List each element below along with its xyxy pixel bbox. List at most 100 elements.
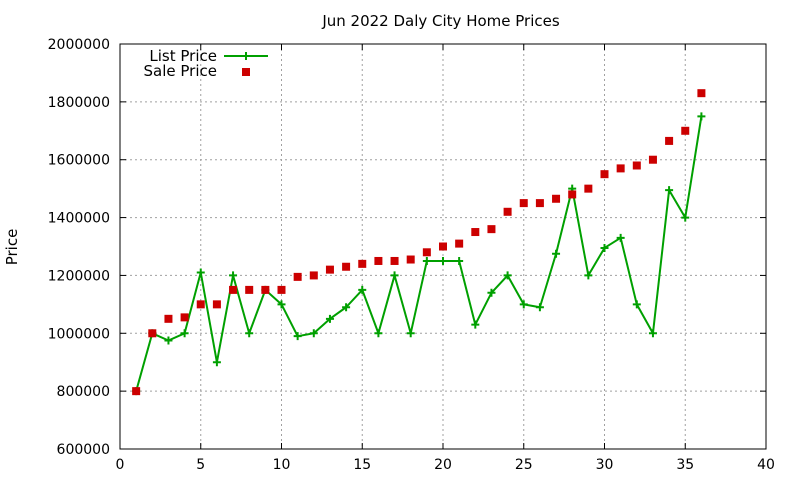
chart-title: Jun 2022 Daly City Home Prices	[321, 12, 560, 30]
list-price-point	[648, 329, 657, 338]
list-price-point	[164, 336, 173, 345]
y-axis-label: Price	[3, 229, 21, 266]
sale-price-point	[358, 259, 367, 268]
sale-price-point	[261, 285, 270, 294]
list-price-point	[503, 271, 512, 280]
tick-labels: 0 5 10 15 20 25 30 35 40 600000 800000 1000000 12000…	[48, 37, 775, 473]
list-price-point	[229, 271, 238, 280]
list-price-point	[406, 329, 415, 338]
list-price-point	[342, 303, 351, 312]
sale-price-point	[309, 271, 318, 280]
list-price-point	[212, 358, 221, 367]
list-price-point	[535, 303, 544, 312]
list-price-point	[584, 271, 593, 280]
list-price-line	[135, 116, 703, 392]
sale-price-point	[390, 256, 399, 265]
sale-price-point	[293, 272, 302, 281]
list-price-point	[325, 314, 334, 323]
list-price-point	[439, 256, 447, 265]
y-tick-label: 1200000	[48, 268, 110, 284]
x-tick-label: 40	[757, 457, 775, 473]
list-price-point	[293, 332, 302, 341]
list-price-point	[519, 300, 528, 309]
y-tick-label: 1400000	[48, 211, 110, 227]
x-tick-label: 0	[116, 457, 125, 473]
sale-price-point	[648, 155, 657, 164]
list-price-point	[681, 213, 690, 222]
sale-price-point	[342, 262, 351, 271]
legend-cross-list-price	[242, 52, 250, 60]
legend-label-list-price: List Price	[149, 47, 217, 65]
sale-price-point	[471, 228, 480, 237]
ticks	[119, 43, 767, 450]
sale-price-point	[584, 184, 593, 193]
y-tick-label: 1800000	[48, 95, 110, 111]
x-tick-label: 20	[434, 457, 452, 473]
y-tick-label: 800000	[57, 384, 110, 400]
list-price-point	[422, 256, 431, 265]
list-price-point	[390, 271, 399, 280]
list-price-point	[600, 243, 609, 252]
list-price-point	[487, 288, 496, 297]
sale-price-point	[229, 285, 238, 294]
list-price-point	[374, 329, 383, 338]
legend: List Price Sale Price	[144, 47, 268, 80]
sale-price-point	[164, 314, 173, 323]
series-sale-price	[132, 89, 706, 396]
sale-price-point	[681, 126, 690, 135]
sale-price-point	[665, 136, 674, 145]
list-price-point	[277, 300, 286, 309]
sale-price-point	[406, 255, 415, 264]
list-price-point	[616, 233, 625, 242]
list-price-point	[697, 112, 706, 121]
sale-price-point	[535, 199, 544, 208]
y-tick-label: 1600000	[48, 153, 110, 169]
x-tick-label: 35	[676, 457, 694, 473]
sale-price-point	[277, 285, 286, 294]
list-price-point	[358, 285, 367, 294]
y-tick-label: 600000	[57, 442, 110, 458]
legend-label-sale-price: Sale Price	[144, 62, 217, 80]
sale-price-point	[455, 239, 464, 248]
y-tick-label: 1000000	[48, 326, 110, 342]
sale-price-point	[632, 161, 641, 170]
sale-price-point	[503, 207, 512, 216]
list-price-point	[665, 186, 674, 195]
list-price-point	[632, 300, 641, 309]
x-tick-label: 5	[196, 457, 205, 473]
series-layer	[132, 89, 706, 396]
list-price-point	[455, 256, 464, 265]
sale-price-point	[132, 387, 141, 396]
sale-price-point	[374, 256, 383, 265]
list-price-point	[552, 249, 561, 258]
x-tick-label: 10	[273, 457, 291, 473]
sale-price-point	[180, 313, 189, 322]
sale-price-point	[325, 265, 334, 274]
sale-price-point	[600, 170, 609, 179]
legend-marker-sale-price	[242, 68, 250, 76]
sale-price-point	[552, 194, 561, 203]
list-price-point	[309, 329, 318, 338]
sale-price-point	[697, 89, 706, 98]
x-tick-label: 25	[515, 457, 533, 473]
list-price-point	[245, 329, 254, 338]
sale-price-point	[245, 285, 254, 294]
list-price-point	[471, 320, 480, 329]
sale-price-point	[616, 164, 625, 173]
sale-price-point	[212, 300, 221, 309]
list-price-point	[196, 268, 205, 277]
x-tick-label: 15	[353, 457, 371, 473]
sale-price-point	[422, 248, 431, 257]
sale-price-point	[196, 300, 205, 309]
x-tick-label: 30	[596, 457, 614, 473]
sale-price-point	[148, 329, 157, 338]
sale-price-point	[568, 190, 577, 199]
list-price-point	[180, 329, 189, 338]
sale-price-point	[487, 225, 496, 234]
sale-price-point	[439, 242, 447, 251]
y-tick-label: 2000000	[48, 37, 110, 53]
series-list-price	[132, 112, 706, 396]
sale-price-point	[519, 199, 528, 208]
